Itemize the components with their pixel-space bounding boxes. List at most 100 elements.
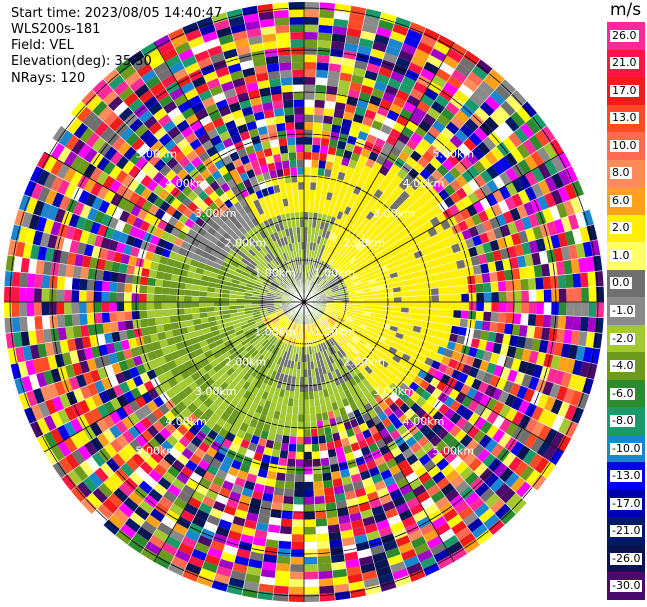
radar-gate: [360, 261, 369, 269]
ray-separator: [303, 301, 590, 395]
radar-gate: [266, 368, 274, 378]
radar-gate: [393, 453, 407, 465]
radar-gate: [333, 11, 351, 21]
radar-gate: [347, 435, 358, 445]
radar-gate: [258, 364, 267, 374]
radar-gate: [279, 145, 289, 154]
radar-gate: [472, 200, 485, 214]
radar-gate: [234, 365, 244, 375]
radar-gate: [117, 272, 127, 284]
radar-gate: [154, 245, 165, 256]
radar-gate: [29, 343, 40, 360]
radar-gate: [242, 326, 251, 333]
radar-gate: [459, 123, 475, 138]
radar-gate: [550, 275, 559, 290]
radar-gate: [304, 234, 308, 243]
radar-gate: [363, 302, 372, 306]
radar-gate: [266, 262, 274, 271]
radar-gate: [585, 256, 595, 273]
radar-gate: [181, 568, 200, 583]
radar-gate: [224, 473, 237, 484]
radar-gate: [155, 270, 165, 280]
radar-gate: [257, 468, 269, 479]
radar-gate: [236, 294, 245, 299]
radar-gate: [588, 286, 597, 303]
radar-gate: [275, 24, 291, 34]
radar-gate: [127, 411, 141, 426]
radar-gate: [546, 220, 558, 237]
radar-gate: [422, 459, 437, 473]
radar-gate: [148, 54, 166, 70]
radar-gate: [251, 246, 259, 255]
radar-gate: [322, 388, 330, 398]
radar-gate: [115, 155, 130, 170]
radar-gate: [205, 514, 221, 527]
radar-gate: [436, 34, 455, 50]
radar-gate: [204, 377, 215, 388]
radar-gate: [522, 449, 537, 466]
radar-gate: [237, 264, 246, 272]
radar-gate: [326, 78, 340, 88]
radar-gate: [54, 235, 66, 251]
field-text: Field: VEL: [11, 38, 74, 53]
radar-gate: [357, 130, 369, 142]
radar-gate: [256, 278, 264, 284]
radar-gate: [516, 255, 527, 269]
radar-gate: [319, 236, 325, 245]
radar-gate: [473, 403, 486, 417]
radar-gate: [398, 49, 415, 63]
site-name-text: WLS200s-181: [11, 22, 101, 37]
radar-gate: [251, 386, 260, 396]
radar-gate: [339, 468, 351, 479]
radar-gate: [245, 240, 254, 249]
radar-gate: [440, 107, 456, 122]
radar-gate: [137, 248, 148, 260]
radar-gate: [216, 367, 226, 378]
radar-gate: [326, 331, 333, 339]
radar-gate: [276, 288, 284, 293]
radar-gate: [215, 354, 226, 364]
radar-gate: [555, 385, 568, 403]
radar-gate: [346, 266, 355, 274]
radar-gate: [423, 132, 437, 145]
radar-gate: [54, 380, 66, 397]
radar-gate: [65, 197, 79, 214]
radar-gate: [94, 120, 110, 137]
radar-gate: [383, 217, 394, 227]
radar-gate: [378, 493, 393, 506]
colorbar-label: -6.0: [610, 386, 636, 400]
radar-gate: [317, 351, 323, 360]
radar-gate: [347, 311, 356, 316]
radar-gate: [263, 318, 272, 325]
radar-gate: [536, 146, 552, 164]
radar-gate: [268, 288, 276, 293]
radar-gate: [191, 515, 207, 529]
radar-gate: [341, 324, 350, 331]
radar-gate: [324, 311, 332, 316]
radar-gate: [286, 286, 293, 293]
radar-gate: [140, 161, 154, 175]
radar-gate: [456, 259, 466, 270]
radar-gate: [331, 432, 341, 442]
radar-gate: [314, 329, 320, 337]
radar-gate: [225, 144, 238, 155]
radar-gate: [322, 342, 328, 350]
radar-gate: [277, 323, 284, 330]
ray-separator: [303, 179, 579, 303]
range-ring-label: 3.00km: [195, 207, 237, 220]
radar-gate: [102, 160, 117, 176]
radar-gate: [490, 443, 505, 459]
radar-gate: [191, 295, 200, 302]
radar-gate: [374, 218, 384, 228]
radar-gate: [36, 168, 51, 187]
radar-gate: [419, 269, 429, 278]
radar-gate: [491, 428, 506, 444]
radar-gate: [320, 253, 326, 261]
radar-gate: [382, 226, 392, 237]
radar-gate: [260, 311, 269, 316]
radar-gate: [261, 140, 272, 150]
radar-gate: [226, 530, 242, 542]
radar-gate: [348, 256, 357, 265]
radar-gate: [322, 123, 333, 132]
radar-gate: [157, 548, 175, 563]
